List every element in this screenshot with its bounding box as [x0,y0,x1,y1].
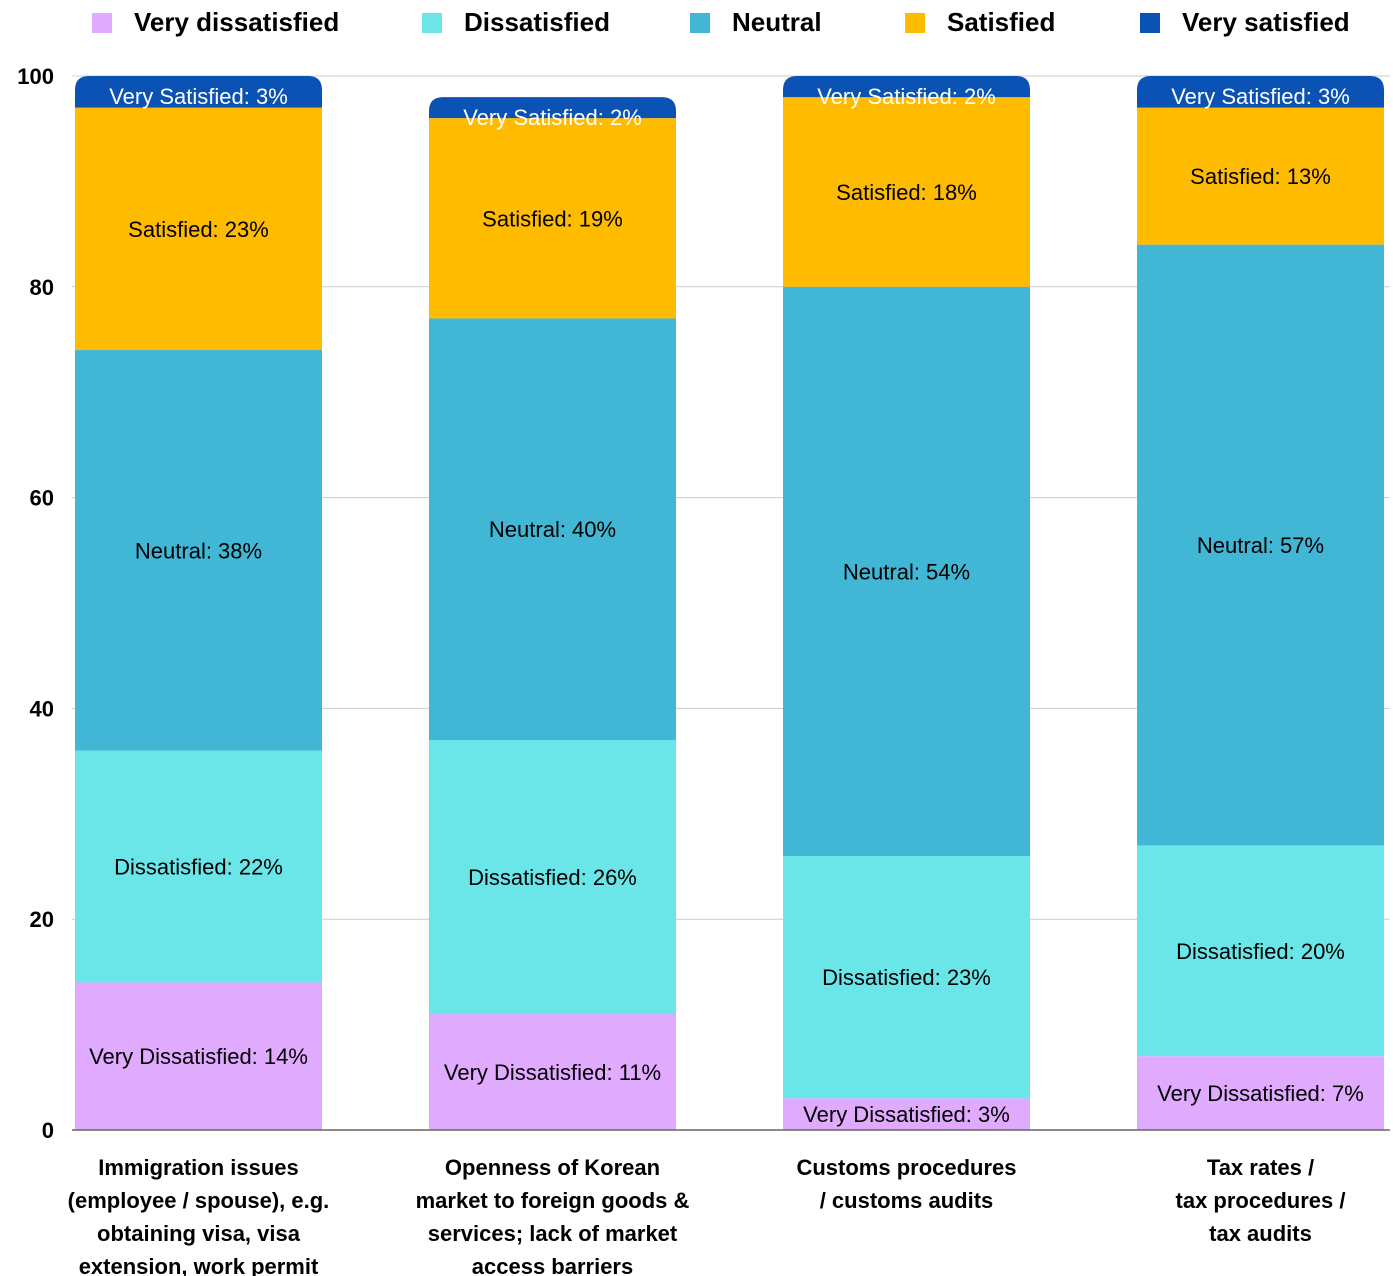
data-label: Very Dissatisfied: 7% [1157,1081,1364,1106]
bar-segment [429,318,676,741]
data-label: Very Satisfied: 2% [817,84,996,109]
data-label: Dissatisfied: 23% [822,965,991,990]
data-label: Neutral: 38% [135,538,262,563]
x-category-label-line: Tax rates / [1207,1155,1314,1180]
x-axis: Immigration issues (employee / spouse), e… [68,1129,1390,1276]
x-category-label-line: services; lack of market [428,1221,678,1246]
bar-segment [1137,244,1384,846]
data-label: Neutral: 54% [843,559,970,584]
data-label: Neutral: 40% [489,517,616,542]
data-label: Satisfied: 19% [482,206,623,231]
bar-stack: Very Dissatisfied: 14% Dissatisfied: 22% N… [75,76,322,1130]
x-category-label: Openness of Korean market to foreign good… [416,1155,690,1276]
data-label: Very Satisfied: 2% [463,105,642,130]
bar-segment [1137,1056,1384,1130]
bar-segment [1137,107,1384,245]
x-category-label-line: tax procedures / [1176,1188,1346,1213]
legend-item: Very satisfied [1140,7,1350,37]
legend-item: Neutral [690,7,822,37]
bar-segment [429,1014,676,1130]
y-tick-label: 100 [17,64,54,89]
bar-segment [429,118,676,319]
bar-segment [1137,76,1384,108]
bar-segment [75,76,322,108]
x-category-label: Immigration issues (employee / spouse), e… [68,1155,330,1276]
bars: Very Dissatisfied: 14% Dissatisfied: 22% N… [75,76,1384,1130]
bar-segment [75,982,322,1130]
bar-segment [783,76,1030,98]
legend-swatch [690,13,710,33]
data-label: Dissatisfied: 22% [114,855,283,880]
data-label: Dissatisfied: 26% [468,865,637,890]
x-category-label-line: Openness of Korean [445,1155,660,1180]
legend-label: Satisfied [947,7,1055,37]
legend-item: Satisfied [905,7,1055,37]
x-category-label-line: access barriers [472,1254,633,1276]
legend-label: Very dissatisfied [134,7,339,37]
bar-segment [1137,845,1384,1057]
y-tick-label: 60 [30,486,54,511]
x-category-label-line: / customs audits [820,1188,994,1213]
legend-swatch [905,13,925,33]
x-category-label-line: obtaining visa, visa [97,1221,301,1246]
legend-label: Neutral [732,7,822,37]
data-label: Satisfied: 18% [836,180,977,205]
legend-item: Very dissatisfied [92,7,339,37]
bar-segment [75,750,322,983]
bar-segment [429,740,676,1015]
bar-segment [783,97,1030,287]
legend-swatch [92,13,112,33]
y-tick-label: 40 [30,696,54,721]
data-label: Very Dissatisfied: 3% [803,1102,1010,1127]
bar-stack: Very Dissatisfied: 7% Dissatisfied: 20% Ne… [1137,76,1384,1130]
legend-swatch [422,13,442,33]
x-category-label-line: market to foreign goods & [416,1188,690,1213]
data-label: Very Satisfied: 3% [109,84,288,109]
bar-segment [783,855,1030,1099]
data-label: Neutral: 57% [1197,533,1324,558]
x-category-label: Customs procedures / customs audits [796,1155,1016,1213]
bar-segment [783,1098,1030,1130]
bar-stack: Very Dissatisfied: 3% Dissatisfied: 23% Ne… [783,76,1030,1130]
y-tick-label: 0 [42,1118,54,1143]
y-tick-label: 80 [30,275,54,300]
y-axis: 0 20 40 60 80 100 [17,64,54,1143]
data-label: Very Satisfied: 3% [1171,84,1350,109]
x-category-label-line: (employee / spouse), e.g. [68,1188,330,1213]
legend-label: Dissatisfied [464,7,610,37]
data-label: Very Dissatisfied: 14% [89,1044,308,1069]
data-label: Very Dissatisfied: 11% [444,1060,661,1085]
legend-item: Dissatisfied [422,7,610,37]
data-label: Dissatisfied: 20% [1176,939,1345,964]
legend: Very dissatisfied Dissatisfied Neutral Sati… [92,7,1350,37]
data-label: Satisfied: 13% [1190,164,1331,189]
x-category-label: Tax rates / tax procedures / tax audits [1176,1155,1346,1246]
legend-label: Very satisfied [1182,7,1350,37]
data-label: Satisfied: 23% [128,217,269,242]
bar-segment [783,286,1030,856]
bar-segment [429,97,676,119]
bar-stack: Very Dissatisfied: 11% Dissatisfied: 26% N… [429,97,676,1130]
x-category-label-line: Customs procedures [796,1155,1016,1180]
bar-segment [75,350,322,751]
x-category-label-line: Immigration issues [98,1155,299,1180]
x-category-label-line: tax audits [1209,1221,1312,1246]
bar-segment [75,107,322,351]
y-tick-label: 20 [30,907,54,932]
legend-swatch [1140,13,1160,33]
x-category-label-line: extension, work permit [79,1254,319,1276]
